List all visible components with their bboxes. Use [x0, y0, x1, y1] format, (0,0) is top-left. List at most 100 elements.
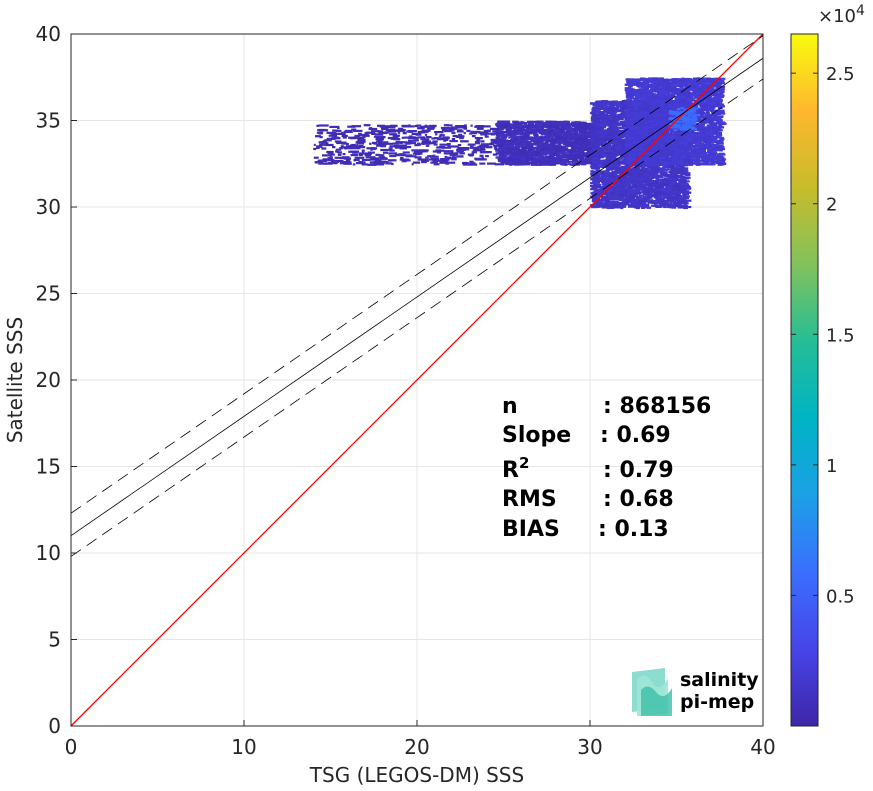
density-cell [522, 147, 527, 150]
density-cell [481, 148, 486, 151]
density-cell [413, 139, 417, 142]
density-cell [361, 162, 364, 165]
density-cell [541, 137, 545, 140]
density-cell [379, 160, 387, 163]
density-cell [590, 166, 596, 169]
density-cell [558, 139, 566, 142]
density-cell [668, 202, 672, 205]
density-cell [622, 156, 628, 159]
density-cell [426, 142, 437, 145]
density-cell [523, 160, 527, 163]
density-cell [432, 140, 438, 143]
density-cell [594, 122, 601, 125]
density-cell [539, 160, 544, 163]
density-cell [591, 109, 598, 112]
density-cell [366, 147, 374, 150]
density-cell [592, 104, 596, 107]
density-cell [668, 195, 674, 198]
density-cell [609, 137, 616, 140]
density-cell [571, 143, 575, 146]
density-cell [358, 132, 362, 135]
density-cell [443, 152, 454, 155]
density-cell [343, 130, 353, 133]
density-cell [434, 137, 439, 140]
density-cell [536, 130, 541, 133]
density-cell [651, 173, 655, 177]
density-cell [665, 186, 670, 189]
density-cell [515, 141, 521, 144]
density-cell [544, 142, 549, 145]
density-cell [579, 132, 584, 135]
density-cell [571, 128, 576, 131]
density-cell [598, 186, 605, 189]
density-cell [655, 169, 663, 173]
density-cell [595, 202, 600, 206]
density-cell [606, 128, 611, 131]
density-cell [449, 153, 457, 157]
density-cell [644, 196, 651, 199]
density-cell [547, 162, 551, 165]
density-cell [500, 137, 506, 140]
density-cell [559, 129, 564, 132]
density-cell [560, 154, 566, 157]
density-cell [571, 137, 579, 141]
density-cell [611, 158, 618, 161]
density-cell [612, 114, 616, 117]
density-cell [456, 150, 463, 153]
density-cell [675, 168, 682, 171]
density-cell [591, 196, 595, 199]
density-cell [516, 131, 522, 134]
density-cell [674, 181, 678, 184]
density-cell [324, 139, 332, 142]
density-cell [663, 199, 670, 202]
density-cell [661, 169, 668, 172]
density-cell [544, 133, 549, 136]
density-cell [343, 162, 352, 165]
density-cell [608, 167, 614, 171]
density-cell [593, 113, 600, 116]
density-cell [641, 199, 646, 202]
density-cell [505, 123, 510, 126]
density-cell [571, 121, 576, 124]
density-cell [342, 136, 347, 139]
density-cell [552, 158, 560, 161]
density-cell [553, 141, 556, 144]
density-cell [447, 124, 453, 127]
density-cell [565, 126, 573, 130]
density-cell [536, 144, 544, 147]
density-cell [584, 131, 590, 134]
density-cell [425, 156, 429, 159]
density-cell [487, 162, 496, 165]
density-cell [518, 154, 524, 157]
density-cell [609, 115, 614, 118]
density-cell [568, 130, 573, 133]
density-cell [666, 198, 671, 201]
density-cell [495, 156, 500, 159]
density-cell [351, 143, 356, 147]
density-cell [422, 142, 425, 145]
density-cell [390, 137, 394, 140]
density-cell [408, 140, 411, 143]
density-cell [511, 143, 516, 146]
density-cell [458, 133, 463, 136]
density-cell [599, 111, 606, 114]
density-cell [610, 141, 615, 144]
density-cell [581, 147, 585, 151]
density-cell [354, 134, 360, 137]
density-cell [335, 129, 342, 132]
density-cell [389, 145, 398, 148]
density-cell [597, 115, 602, 118]
density-cell [637, 174, 642, 177]
density-cell [504, 153, 511, 156]
density-cell [531, 152, 539, 156]
density-cell [513, 129, 519, 132]
density-cell [683, 172, 691, 175]
density-cell [514, 123, 519, 126]
density-cell [649, 194, 654, 197]
density-cell [642, 188, 648, 191]
density-cell [316, 131, 324, 134]
density-cell [517, 124, 522, 127]
density-cell [670, 190, 677, 193]
density-cell [534, 150, 540, 154]
density-cell [389, 124, 398, 127]
